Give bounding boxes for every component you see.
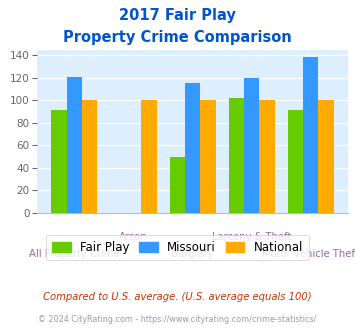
Bar xyxy=(288,110,303,213)
Bar xyxy=(51,110,67,213)
Bar xyxy=(170,156,185,213)
Text: Burglary: Burglary xyxy=(171,249,214,259)
Bar xyxy=(82,100,98,213)
Bar xyxy=(67,77,82,213)
Text: All Property Crime: All Property Crime xyxy=(29,249,120,259)
Bar xyxy=(260,100,275,213)
Bar xyxy=(141,100,157,213)
Text: Property Crime Comparison: Property Crime Comparison xyxy=(63,30,292,45)
Text: Larceny & Theft: Larceny & Theft xyxy=(212,232,291,242)
Bar xyxy=(200,100,215,213)
Bar xyxy=(185,83,200,213)
Text: Motor Vehicle Theft: Motor Vehicle Theft xyxy=(262,249,355,259)
Text: 2017 Fair Play: 2017 Fair Play xyxy=(119,8,236,23)
Bar xyxy=(303,57,318,213)
Bar xyxy=(244,78,260,213)
Bar xyxy=(318,100,334,213)
Text: Compared to U.S. average. (U.S. average equals 100): Compared to U.S. average. (U.S. average … xyxy=(43,292,312,302)
Text: © 2024 CityRating.com - https://www.cityrating.com/crime-statistics/: © 2024 CityRating.com - https://www.city… xyxy=(38,315,317,324)
Bar xyxy=(229,98,244,213)
Legend: Fair Play, Missouri, National: Fair Play, Missouri, National xyxy=(46,235,309,260)
Text: Arson: Arson xyxy=(119,232,148,242)
